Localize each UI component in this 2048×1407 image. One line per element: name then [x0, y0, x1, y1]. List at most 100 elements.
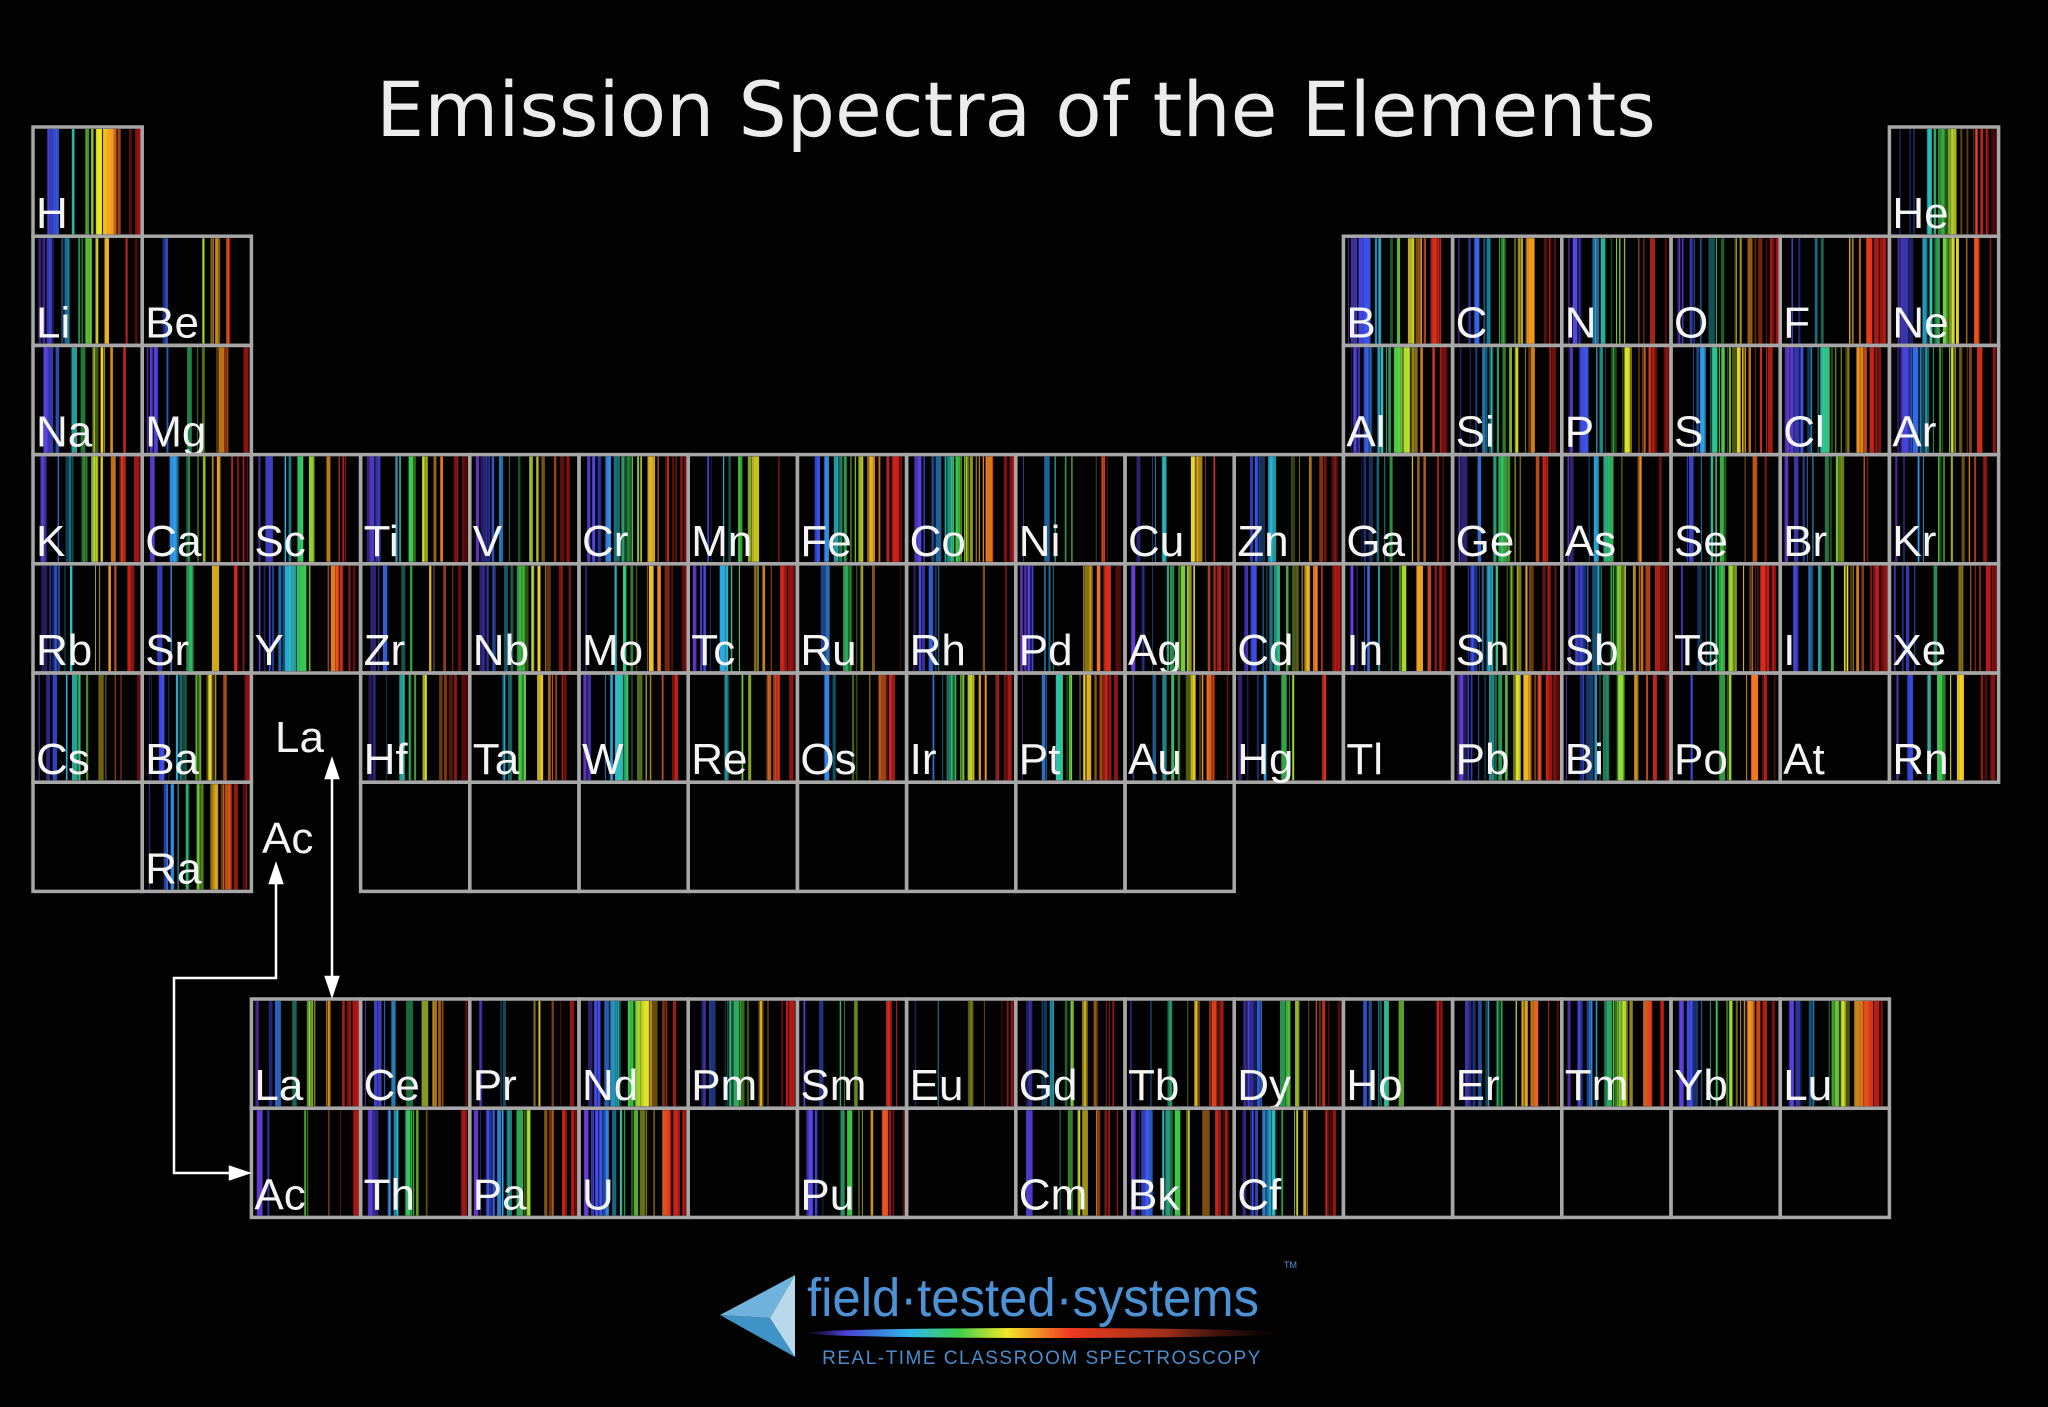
spectral-line — [1624, 565, 1626, 671]
spectral-line — [119, 456, 123, 562]
spectral-line — [1584, 565, 1586, 671]
spectral-line — [1462, 675, 1467, 781]
element-cell-cs: Cs — [31, 671, 144, 784]
spectral-line — [1380, 1001, 1382, 1107]
spectral-line — [1795, 347, 1800, 453]
spectral-line — [1568, 238, 1570, 344]
spectral-line — [1323, 456, 1327, 562]
element-cell-o: O — [1669, 234, 1782, 347]
spectrum-lines — [584, 1110, 687, 1216]
spectral-line — [885, 1001, 890, 1107]
spectrum-lines — [258, 456, 346, 562]
spectral-line — [1928, 238, 1930, 344]
spectral-line — [1658, 456, 1662, 562]
spectral-line — [648, 565, 654, 671]
spectral-line — [1732, 347, 1737, 453]
spectral-line — [1531, 565, 1534, 671]
spectral-line — [57, 565, 60, 671]
spectral-line — [1873, 1001, 1880, 1107]
element-symbol: Pb — [1456, 735, 1510, 784]
spectral-line — [189, 565, 194, 671]
spectral-line — [214, 675, 217, 781]
element-cell-he: He — [1887, 125, 2001, 238]
spectral-line — [352, 565, 356, 671]
spectral-line — [1101, 456, 1105, 562]
cell-border — [1778, 1106, 1892, 1220]
spectral-line — [483, 456, 487, 562]
spectral-line — [1513, 675, 1518, 781]
spectral-line — [1605, 456, 1607, 562]
spectral-line — [1227, 1110, 1229, 1216]
spectral-line — [610, 1001, 615, 1107]
spectral-line — [664, 565, 670, 671]
spectral-line — [634, 1001, 637, 1107]
spectral-line — [1569, 456, 1574, 562]
spectral-line — [1806, 456, 1808, 562]
spectral-line — [960, 675, 962, 781]
spectral-line — [1523, 675, 1529, 781]
element-cell-rh: Rh — [904, 562, 1018, 675]
element-symbol: Rb — [36, 626, 92, 675]
spectral-line — [1610, 565, 1613, 671]
element-symbol: Hf — [364, 735, 409, 784]
spectral-line — [1404, 565, 1406, 671]
spectral-line — [1505, 456, 1510, 562]
element-cell-pu: Pu — [795, 1106, 909, 1219]
spectral-line — [562, 1110, 564, 1216]
spectral-line — [1746, 1001, 1752, 1107]
element-symbol: Nd — [582, 1061, 638, 1110]
spectrum-lines — [256, 1110, 359, 1216]
spectral-line — [102, 129, 108, 235]
spectral-line — [326, 456, 331, 562]
spectral-line — [1696, 347, 1700, 453]
spectral-line — [46, 347, 54, 453]
spectral-line — [1974, 456, 1977, 562]
spectrum-lines — [1244, 565, 1341, 671]
spectral-line — [408, 675, 412, 781]
element-symbol: V — [473, 517, 503, 566]
spectral-line — [671, 675, 677, 781]
spectral-line — [1251, 565, 1256, 671]
spectral-line — [1337, 565, 1339, 671]
spectral-line — [570, 1001, 575, 1107]
spectral-line — [524, 1110, 526, 1216]
spectral-line — [1186, 565, 1192, 671]
spectral-line — [1878, 347, 1881, 453]
spectral-line — [1823, 347, 1830, 453]
spectral-line — [1696, 1001, 1698, 1107]
spectral-line — [497, 1110, 502, 1216]
element-cell-b: B — [1341, 234, 1455, 347]
element-cell-ga: Ga — [1341, 452, 1455, 566]
spectral-line — [1549, 675, 1553, 781]
spectral-line — [630, 1110, 634, 1216]
spectral-line — [399, 456, 401, 562]
spectral-line — [1024, 565, 1027, 671]
spectral-line — [1292, 675, 1295, 781]
spectral-line — [1834, 347, 1837, 453]
spectral-line — [1844, 1001, 1846, 1107]
spectral-line — [954, 675, 957, 781]
spectral-line — [218, 456, 221, 562]
spectral-line — [502, 675, 505, 781]
spectral-line — [229, 238, 231, 344]
element-cell-in: In — [1341, 562, 1455, 675]
spectral-line — [546, 565, 551, 671]
spectral-line — [1489, 238, 1491, 344]
spectral-line — [1295, 1110, 1298, 1216]
spectral-line — [236, 456, 240, 562]
spectral-line — [1418, 238, 1422, 344]
spectral-line — [1941, 675, 1946, 781]
spectral-line — [1020, 565, 1023, 671]
spectral-line — [1518, 238, 1520, 344]
spectral-line — [1478, 675, 1480, 781]
element-symbol: Er — [1456, 1061, 1500, 1110]
spectral-line — [1838, 456, 1842, 562]
spectral-line — [1766, 675, 1767, 781]
spectral-line — [852, 675, 855, 781]
spectral-line — [1979, 565, 1981, 671]
spectral-line — [1719, 675, 1726, 781]
spectral-line — [1551, 347, 1556, 453]
spectral-line — [1361, 456, 1363, 562]
spectrum-lines — [148, 784, 247, 890]
